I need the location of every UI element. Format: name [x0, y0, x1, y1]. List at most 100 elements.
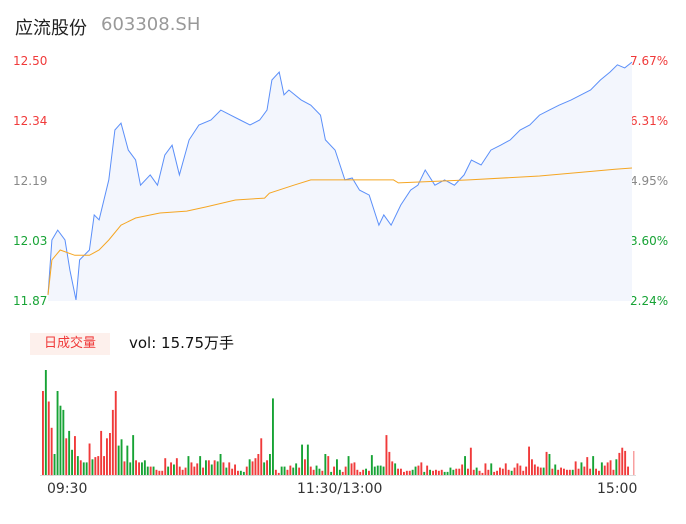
volume-bar	[91, 459, 94, 476]
volume-bar	[193, 466, 196, 475]
y-tick-left: 11.87	[13, 294, 48, 308]
volume-bar	[429, 469, 431, 476]
price-line	[47, 61, 633, 301]
volume-bar	[443, 471, 446, 475]
volume-bar	[423, 471, 426, 475]
volume-bar	[298, 467, 301, 475]
volume-bar	[152, 466, 155, 475]
volume-bar	[120, 439, 123, 475]
volume-bar	[362, 469, 365, 476]
volume-bar	[146, 466, 149, 475]
volume-bar	[516, 463, 519, 475]
volume-bar	[469, 447, 472, 475]
volume-bar	[382, 466, 385, 475]
volume-bar	[309, 466, 312, 475]
volume-bar	[254, 458, 257, 475]
volume-bar	[269, 454, 271, 475]
volume-bar	[321, 470, 324, 475]
volume-bar	[606, 462, 609, 475]
volume-bar	[295, 463, 298, 475]
volume-bar	[318, 468, 321, 475]
volume-bar	[196, 463, 199, 475]
volume-bar	[437, 470, 440, 475]
volume-bar	[141, 462, 143, 475]
volume-bar	[446, 471, 449, 475]
volume-bar	[528, 446, 530, 475]
volume-bar	[435, 469, 437, 476]
volume-bar	[207, 460, 210, 475]
volume-bar	[149, 466, 152, 475]
volume-bar	[533, 464, 536, 475]
volume-bar	[499, 467, 501, 475]
volume-bar-current	[633, 451, 635, 475]
volume-bar	[595, 468, 597, 475]
volume-bar	[50, 427, 53, 476]
volume-bar	[350, 463, 353, 475]
volume-bar	[164, 458, 167, 475]
volume-bar	[56, 391, 59, 475]
volume-bar	[181, 469, 184, 476]
volume-bar	[600, 462, 603, 475]
volume-bar	[129, 462, 132, 475]
volume-bar	[277, 472, 280, 475]
volume-bar	[504, 463, 507, 475]
volume-bar	[458, 468, 461, 475]
volume-bar	[237, 470, 239, 475]
volume-bar	[379, 465, 382, 475]
volume-bar	[432, 470, 434, 475]
stock-code: 603308.SH	[101, 14, 201, 35]
volume-bar	[368, 470, 370, 475]
volume-bar	[426, 465, 429, 475]
volume-bar	[94, 457, 97, 475]
y-tick-left: 12.03	[13, 234, 48, 248]
volume-bar	[603, 465, 606, 475]
volume-bar	[184, 467, 187, 475]
volume-bar	[167, 466, 170, 475]
volume-bar	[85, 462, 88, 475]
volume-bar	[539, 467, 542, 475]
volume-bar	[621, 447, 624, 475]
volume-bar	[440, 469, 443, 476]
volume-bar	[333, 466, 335, 475]
volume-bar	[234, 464, 236, 475]
volume-bar	[522, 470, 525, 475]
y-tick-left: 12.34	[13, 114, 48, 128]
volume-bar	[239, 470, 242, 475]
volume-bar	[341, 471, 344, 475]
volume-bar	[452, 469, 455, 476]
volume-bar	[359, 471, 362, 475]
volume-bar	[76, 456, 79, 475]
volume-bar	[467, 468, 469, 475]
volume-bar	[173, 464, 175, 475]
volume-bar	[536, 466, 539, 475]
volume-readout: vol: 15.75万手	[129, 334, 234, 352]
volume-bar	[490, 463, 493, 475]
y-tick-right: 7.67%	[630, 54, 669, 68]
volume-bar	[580, 462, 583, 475]
volume-bar	[132, 435, 135, 475]
volume-bar	[312, 469, 315, 476]
volume-bar	[106, 438, 108, 476]
volume-bar	[62, 409, 65, 475]
y-tick-left: 12.50	[13, 54, 48, 68]
volume-bar	[455, 468, 458, 475]
price-area	[48, 62, 632, 301]
volume-bar	[135, 460, 137, 475]
y-tick-left: 12.19	[13, 174, 48, 188]
volume-bar	[245, 466, 248, 475]
volume-bar	[589, 468, 592, 475]
volume-bar	[82, 462, 85, 475]
volume-bar	[571, 469, 574, 476]
volume-bar	[566, 469, 568, 476]
volume-bar	[170, 462, 172, 475]
y-tick-right: 2.24%	[630, 294, 669, 308]
volume-bar	[190, 462, 193, 475]
volume-bar	[388, 451, 391, 475]
volume-bar	[97, 456, 100, 475]
volume-bar	[289, 465, 292, 475]
volume-bar	[510, 470, 513, 475]
volume-tab[interactable]: 日成交量	[30, 333, 110, 355]
volume-bar	[111, 409, 114, 475]
volume-bar	[272, 398, 274, 475]
